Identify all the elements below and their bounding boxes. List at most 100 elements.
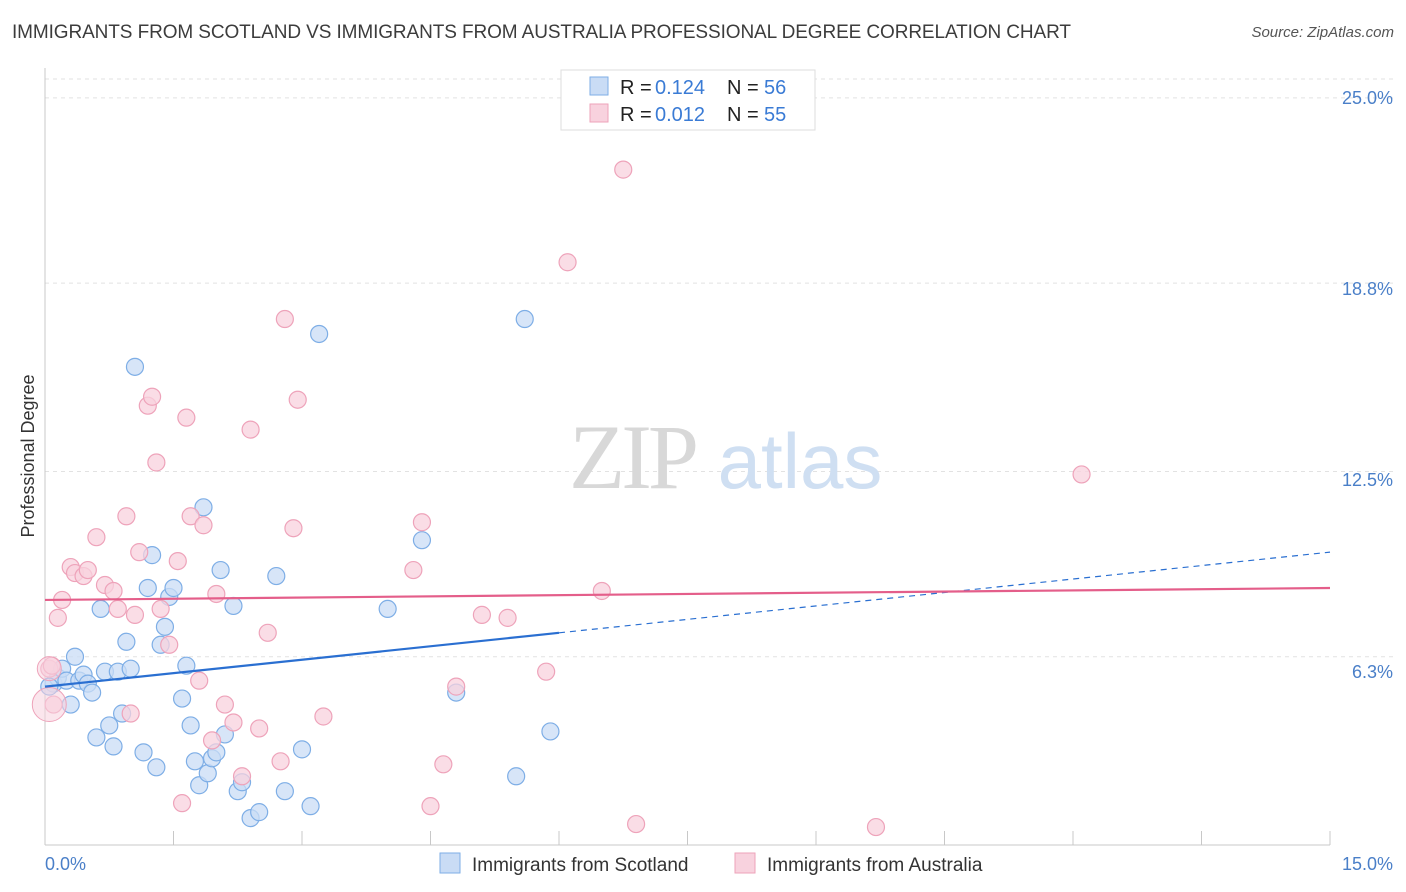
data-point bbox=[168, 551, 187, 571]
data-point bbox=[177, 656, 196, 675]
legend-r-value: 0.124 bbox=[655, 77, 705, 99]
data-point bbox=[267, 566, 286, 586]
data-point bbox=[292, 740, 312, 759]
trend-line-australia bbox=[44, 586, 1331, 602]
data-point bbox=[558, 253, 577, 272]
data-point bbox=[151, 599, 170, 619]
data-point bbox=[224, 596, 243, 616]
data-point bbox=[592, 581, 611, 601]
data-point bbox=[626, 814, 646, 834]
data-point bbox=[421, 797, 440, 816]
series-layer bbox=[31, 160, 1091, 837]
data-point bbox=[447, 677, 466, 696]
data-point bbox=[498, 608, 517, 627]
y-tick-label: 18.8% bbox=[1342, 279, 1393, 299]
data-point bbox=[155, 617, 175, 636]
data-point bbox=[190, 671, 209, 690]
data-point bbox=[866, 817, 886, 837]
legend-r-value: 0.012 bbox=[655, 104, 705, 126]
data-point bbox=[224, 713, 243, 732]
data-point bbox=[250, 803, 269, 822]
data-point bbox=[194, 498, 213, 517]
legend-r-label: R = bbox=[620, 104, 652, 126]
data-point bbox=[271, 752, 290, 771]
bottom-legend-swatch-australia bbox=[734, 852, 756, 874]
data-point bbox=[134, 743, 153, 762]
data-point bbox=[121, 659, 140, 678]
legend-n-label: N = bbox=[727, 77, 759, 99]
data-point bbox=[434, 755, 453, 774]
data-point bbox=[314, 707, 333, 726]
data-point bbox=[412, 531, 432, 550]
data-point bbox=[288, 390, 307, 409]
data-point bbox=[207, 584, 226, 604]
data-point bbox=[537, 662, 556, 681]
data-point bbox=[310, 324, 329, 344]
data-point bbox=[541, 722, 560, 741]
data-point bbox=[275, 782, 294, 801]
data-point bbox=[108, 599, 127, 619]
y-axis-label: Professional Degree bbox=[18, 374, 38, 537]
data-point-cluster bbox=[31, 687, 67, 723]
data-point bbox=[83, 683, 102, 702]
data-point bbox=[181, 507, 200, 526]
data-point bbox=[87, 528, 106, 547]
data-point bbox=[172, 689, 192, 708]
trend-line-scotland bbox=[44, 631, 560, 688]
data-point bbox=[275, 309, 294, 329]
series-legend: Immigrants from Scotland Immigrants from… bbox=[439, 852, 983, 876]
data-point bbox=[87, 728, 106, 747]
data-point bbox=[232, 767, 252, 786]
legend-r-label: R = bbox=[620, 77, 652, 99]
data-point bbox=[241, 420, 260, 439]
data-point bbox=[258, 623, 277, 642]
data-point bbox=[515, 309, 534, 329]
legend-n-label: N = bbox=[727, 104, 759, 126]
data-point bbox=[160, 635, 179, 654]
data-point bbox=[198, 764, 217, 783]
trend-layer bbox=[44, 551, 1331, 688]
stats-legend: R = 0.124 N = 56 R = 0.012 N = 55 bbox=[560, 69, 816, 131]
data-point bbox=[104, 737, 123, 756]
legend-n-value: 56 bbox=[764, 77, 786, 99]
legend-swatch-scotland bbox=[589, 76, 609, 96]
data-point bbox=[142, 387, 162, 406]
chart-title: IMMIGRANTS FROM SCOTLAND VS IMMIGRANTS F… bbox=[12, 22, 1071, 43]
x-tick-label-min: 0.0% bbox=[45, 854, 86, 874]
data-point bbox=[472, 605, 491, 624]
data-point bbox=[1072, 465, 1091, 484]
x-tick-marks bbox=[173, 831, 1331, 845]
data-point bbox=[130, 543, 149, 562]
data-point bbox=[404, 560, 423, 580]
grid-lines bbox=[45, 78, 1393, 658]
legend-n-value: 55 bbox=[764, 104, 786, 126]
data-point bbox=[177, 408, 196, 427]
data-point bbox=[117, 632, 136, 651]
data-point bbox=[172, 794, 192, 813]
data-point bbox=[48, 608, 67, 627]
data-point bbox=[147, 453, 166, 472]
watermark: ZIP atlas bbox=[569, 406, 882, 508]
data-point bbox=[181, 716, 200, 735]
data-point bbox=[147, 758, 166, 777]
data-point bbox=[185, 752, 205, 771]
data-point bbox=[125, 605, 145, 624]
series-scotland bbox=[40, 309, 560, 828]
data-point bbox=[104, 581, 123, 601]
data-point bbox=[100, 716, 119, 735]
data-point bbox=[78, 560, 97, 580]
watermark-atlas: atlas bbox=[718, 417, 883, 505]
data-point bbox=[215, 695, 234, 714]
data-point bbox=[121, 704, 140, 723]
data-point bbox=[284, 519, 303, 538]
y-tick-labels: 6.3% 12.5% 18.8% 25.0% bbox=[1342, 88, 1393, 682]
data-point bbox=[65, 647, 85, 666]
data-point bbox=[507, 767, 526, 786]
data-point-cluster bbox=[36, 656, 62, 682]
data-point bbox=[211, 560, 230, 580]
data-point bbox=[378, 599, 397, 619]
data-point bbox=[91, 599, 110, 619]
data-point bbox=[202, 731, 222, 750]
data-point bbox=[194, 516, 213, 535]
